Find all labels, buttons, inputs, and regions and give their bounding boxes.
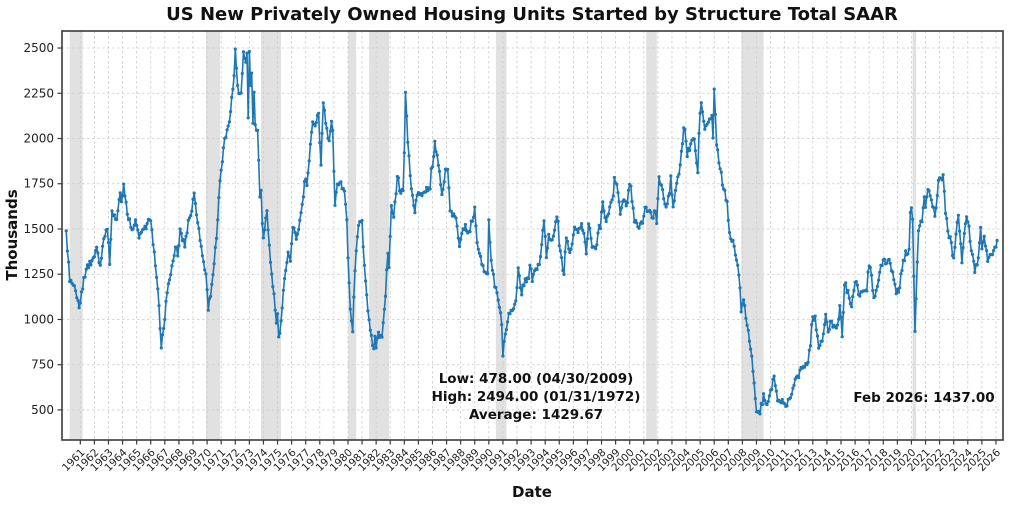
recession-band xyxy=(261,31,281,440)
annotation-high: High: 2494.00 (01/31/1972) xyxy=(432,389,641,405)
y-tick-label: 1500 xyxy=(23,222,54,236)
y-tick-label: 1000 xyxy=(23,313,54,327)
annotation-low: Low: 478.00 (04/30/2009) xyxy=(439,371,634,387)
chart-title: US New Privately Owned Housing Units Sta… xyxy=(166,4,898,25)
recession-band xyxy=(369,31,390,440)
y-tick-label: 1250 xyxy=(23,267,54,281)
y-axis-tick-labels: 500 750 1000 1250 1500 1750 2000 2250 2500 xyxy=(23,41,54,417)
x-axis-tick-labels: 1961196219631964196519661967196819691970… xyxy=(60,446,1003,474)
gridlines xyxy=(62,31,1003,440)
y-tick-label: 2500 xyxy=(23,41,54,55)
housing-starts-line xyxy=(65,48,998,415)
recession-band xyxy=(912,31,917,440)
y-tick-label: 1750 xyxy=(23,177,54,191)
plot-frame xyxy=(61,30,1004,441)
recession-band xyxy=(69,31,83,440)
y-tick-label: 2250 xyxy=(23,86,54,100)
recession-band xyxy=(646,31,657,440)
housing-starts-markers xyxy=(64,47,999,416)
recession-band xyxy=(206,31,221,440)
x-axis-label: Date xyxy=(512,483,552,501)
recession-band xyxy=(348,31,357,440)
y-tick-label: 750 xyxy=(31,358,54,372)
annotation-average: Average: 1429.67 xyxy=(469,407,603,423)
y-tick-label: 500 xyxy=(31,403,54,417)
annotation-latest: Feb 2026: 1437.00 xyxy=(853,390,994,406)
y-tick-label: 2000 xyxy=(23,132,54,146)
recession-band xyxy=(741,31,764,440)
recession-shading-bands xyxy=(69,31,917,440)
y-axis-label: Thousands xyxy=(3,189,21,280)
recession-band xyxy=(495,31,507,440)
